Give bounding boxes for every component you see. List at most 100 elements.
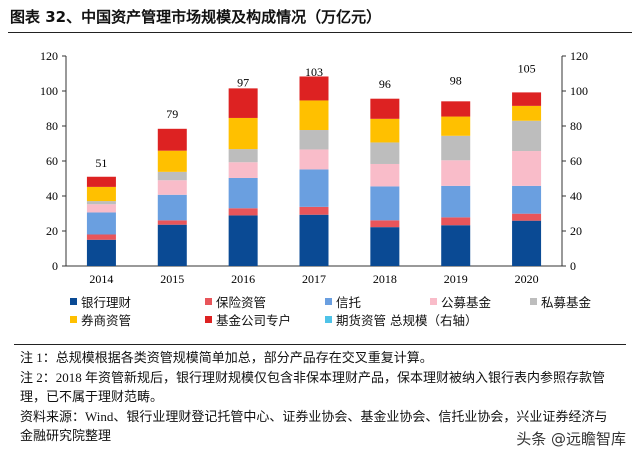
bar-segment-券商资管 (157, 150, 187, 172)
bar-segment-保险资管 (370, 220, 400, 228)
legend-label: 私募基金 (541, 296, 592, 310)
legend-item: 保险资管 (205, 292, 266, 311)
bar-segment-券商资管 (512, 105, 542, 121)
bar-segment-基金公司专户 (512, 92, 542, 106)
bar-segment-基金公司专户 (441, 101, 471, 117)
y2-tick-label: 80 (570, 119, 582, 133)
bar-segment-私募基金 (512, 120, 542, 152)
bar-segment-公募基金 (299, 149, 329, 170)
x-tick-label: 2018 (373, 272, 397, 286)
bar-segment-公募基金 (157, 180, 187, 195)
bar-segment-公募基金 (512, 151, 542, 186)
x-tick-label: 2020 (515, 272, 539, 286)
bar-segment-券商资管 (228, 117, 258, 150)
x-tick-label: 2019 (444, 272, 468, 286)
bar-segment-保险资管 (228, 208, 258, 216)
x-tick-label: 2015 (160, 272, 184, 286)
note-2: 注 2：2018 年资管新规后，银行理财规模仅包含非保本理财产品，保本理财被纳入… (20, 369, 606, 405)
total-label: 96 (379, 77, 391, 91)
bar-segment-公募基金 (441, 160, 471, 186)
x-tick-label: 2014 (89, 272, 113, 286)
notes-divider (14, 344, 626, 345)
bar-segment-信托 (157, 194, 187, 221)
legend-label: 券商资管 (81, 314, 132, 328)
bar-segment-私募基金 (157, 171, 187, 181)
legend-label: 基金公司专户 (216, 314, 292, 328)
y-tick-label: 60 (46, 154, 58, 168)
legend-label: 期货资管 (336, 314, 387, 328)
bar-segment-信托 (299, 169, 329, 207)
legend-item: 基金公司专户 (205, 310, 291, 329)
legend-item: 银行理财 (70, 292, 131, 311)
legend-swatch (530, 298, 537, 305)
y-tick-label: 0 (52, 259, 58, 273)
y-tick-label: 20 (46, 224, 58, 238)
bar-segment-私募基金 (86, 201, 116, 205)
bar-segment-银行理财 (157, 224, 187, 266)
y2-tick-label: 40 (570, 189, 582, 203)
y2-tick-label: 0 (570, 259, 576, 273)
legend-swatch (430, 298, 437, 305)
bar-segment-银行理财 (86, 239, 116, 266)
bar-segment-基金公司专户 (86, 176, 116, 187)
legend-item: 券商资管 (70, 310, 131, 329)
legend-item: 公募基金 (430, 292, 491, 311)
bar-segment-银行理财 (441, 225, 471, 266)
bar-segment-券商资管 (86, 186, 116, 202)
y2-tick-label: 60 (570, 154, 582, 168)
bar-segment-公募基金 (86, 204, 116, 213)
bar-segment-基金公司专户 (370, 98, 400, 119)
bar-segment-信托 (441, 185, 471, 218)
watermark: 头条 @远瞻智库 (516, 430, 626, 448)
total-label: 98 (450, 74, 462, 88)
chart-title: 图表 32、中国资产管理市场规模及构成情况（万亿元） (10, 8, 382, 26)
legend-label: 银行理财 (81, 296, 132, 310)
legend-swatch (205, 298, 212, 305)
legend-item-total: 总规模（右轴） (390, 314, 478, 328)
bar-segment-公募基金 (370, 163, 400, 187)
x-tick-label: 2017 (302, 272, 326, 286)
y-tick-label: 120 (40, 49, 58, 63)
legend-swatch (70, 298, 77, 305)
total-label: 51 (95, 156, 107, 170)
bar-segment-私募基金 (228, 149, 258, 163)
y2-tick-label: 20 (570, 224, 582, 238)
source-note: 资料来源：Wind、银行业理财登记托管中心、证券业协会、基金业协会、信托业协会，… (20, 408, 608, 444)
bar-segment-保险资管 (157, 220, 187, 225)
bar-segment-公募基金 (228, 162, 258, 178)
legend-item: 期货资管 (325, 310, 386, 329)
legend-swatch (325, 316, 332, 323)
bar-segment-券商资管 (370, 118, 400, 143)
y-tick-label: 80 (46, 119, 58, 133)
legend-item: 私募基金 (530, 292, 591, 311)
bar-segment-基金公司专户 (157, 128, 187, 151)
legend-label: 公募基金 (441, 296, 492, 310)
legend-swatch (205, 316, 212, 323)
legend-label: 信托 (336, 296, 362, 310)
total-label: 79 (166, 107, 178, 121)
total-label: 103 (305, 65, 323, 79)
bar-segment-信托 (228, 177, 258, 209)
bar-segment-信托 (512, 185, 542, 214)
bar-segment-券商资管 (299, 100, 329, 131)
y-tick-label: 40 (46, 189, 58, 203)
bar-segment-私募基金 (441, 135, 471, 161)
legend-swatch (70, 316, 77, 323)
title-divider (8, 32, 632, 33)
bar-segment-保险资管 (299, 206, 329, 215)
notes: 注 1：总规模根据各类资管规模简单加总，部分产品存在交叉重复计算。 注 2：20… (20, 348, 620, 446)
bar-segment-私募基金 (299, 130, 329, 150)
y-tick-label: 100 (40, 84, 58, 98)
legend-swatch (325, 298, 332, 305)
bar-segment-信托 (86, 212, 116, 235)
y2-tick-label: 100 (570, 84, 588, 98)
total-label: 97 (237, 75, 249, 89)
bar-segment-保险资管 (441, 217, 471, 226)
legend-label: 保险资管 (216, 296, 267, 310)
bar-segment-信托 (370, 186, 400, 221)
bar-segment-银行理财 (228, 215, 258, 266)
legend-item: 信托 (325, 292, 361, 311)
x-tick-label: 2016 (231, 272, 255, 286)
bar-segment-基金公司专户 (299, 76, 329, 101)
stacked-bar-chart: 0 20 40 60 80 100 120 0 20 40 60 80 100 120 2014 51 2015… (40, 49, 588, 286)
